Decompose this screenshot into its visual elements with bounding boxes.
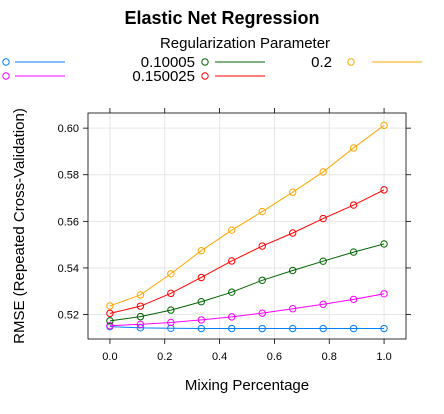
- data-point: [197, 273, 206, 282]
- x-tick-label: 0.4: [212, 351, 227, 363]
- data-point: [349, 144, 358, 152]
- data-point: [228, 226, 236, 234]
- data-point: [197, 324, 206, 333]
- legend-label: 0.10005: [141, 54, 195, 71]
- x-axis-title: Mixing Percentage: [185, 377, 309, 394]
- data-point: [380, 240, 388, 248]
- data-point: [380, 121, 388, 130]
- data-point: [288, 266, 297, 275]
- data-point: [167, 318, 175, 327]
- legend-item: 0.10005: [141, 54, 265, 71]
- legend-marker: [201, 58, 209, 66]
- y-tick-label: 0.58: [58, 170, 79, 182]
- data-point: [258, 309, 266, 317]
- series-line: [109, 326, 385, 330]
- y-tick-label: 0.56: [58, 216, 79, 228]
- series-0.050075: [106, 290, 388, 330]
- series-layer: [106, 121, 388, 333]
- legend-label: 0.150025: [132, 68, 195, 85]
- legend-item: 0.150025: [132, 68, 265, 85]
- data-point: [349, 248, 358, 256]
- data-point: [136, 312, 145, 321]
- legend-item: 0.2: [311, 54, 422, 71]
- series-1e-04: [106, 322, 388, 333]
- data-point: [167, 324, 175, 332]
- series-line: [109, 189, 385, 314]
- data-point: [258, 207, 266, 216]
- data-point: [288, 188, 297, 196]
- legend-marker: [201, 72, 209, 80]
- chart-title: Elastic Net Regression: [124, 8, 319, 28]
- legend-item: [2, 58, 65, 66]
- data-point: [319, 324, 327, 333]
- series-0.2: [106, 121, 388, 310]
- legend-marker: [2, 72, 10, 80]
- data-point: [380, 186, 388, 194]
- y-tick-label: 0.52: [58, 310, 79, 322]
- data-point: [349, 201, 358, 209]
- data-point: [136, 320, 145, 329]
- x-tick-label: 1.0: [376, 351, 391, 363]
- data-point: [319, 300, 327, 308]
- data-point: [380, 324, 388, 333]
- grid-lines: [88, 113, 406, 339]
- data-point: [197, 246, 206, 255]
- y-axis: 0.52 0.54 0.56 0.58 0.60: [58, 123, 411, 322]
- data-point: [197, 298, 206, 306]
- data-point: [228, 324, 236, 333]
- data-point: [197, 316, 206, 324]
- data-point: [258, 276, 266, 284]
- data-point: [228, 313, 236, 321]
- data-point: [258, 324, 266, 333]
- y-tick-label: 0.60: [58, 123, 79, 135]
- x-tick-label: 0.2: [157, 351, 172, 363]
- data-point: [288, 305, 297, 313]
- series-line: [109, 243, 385, 322]
- y-axis-title: RMSE (Repeated Cross-Validation): [11, 108, 28, 344]
- legend-title: Regularization Parameter: [160, 35, 330, 52]
- data-point: [167, 289, 175, 298]
- data-point: [319, 214, 327, 223]
- data-point: [106, 309, 114, 318]
- legend-item: [2, 72, 65, 80]
- series-0.150025: [106, 186, 388, 318]
- data-point: [228, 288, 236, 296]
- series-0.10005: [106, 240, 388, 325]
- data-point: [319, 168, 327, 176]
- y-tick-label: 0.54: [58, 263, 79, 275]
- data-point: [380, 290, 388, 298]
- data-point: [258, 242, 266, 250]
- series-line: [109, 124, 385, 307]
- data-point: [106, 317, 114, 325]
- legend-marker: [347, 58, 355, 66]
- legend-label: 0.2: [311, 54, 332, 71]
- data-point: [349, 324, 358, 333]
- data-point: [167, 306, 175, 314]
- data-point: [136, 302, 145, 310]
- data-point: [319, 257, 327, 265]
- data-point: [288, 324, 297, 333]
- data-point: [106, 302, 114, 310]
- data-point: [106, 322, 114, 330]
- data-point: [167, 270, 175, 278]
- x-axis: 0.0 0.2 0.4 0.6 0.8 1.0: [102, 108, 392, 363]
- x-tick-label: 0.8: [322, 351, 337, 363]
- x-tick-label: 0.6: [267, 351, 282, 363]
- data-point: [136, 291, 145, 299]
- legend-marker: [2, 58, 10, 66]
- data-point: [349, 295, 358, 304]
- data-point: [288, 229, 297, 237]
- x-tick-label: 0.0: [102, 351, 117, 363]
- plot-panel-border: [87, 112, 407, 340]
- series-line: [109, 293, 385, 327]
- data-point: [228, 257, 236, 265]
